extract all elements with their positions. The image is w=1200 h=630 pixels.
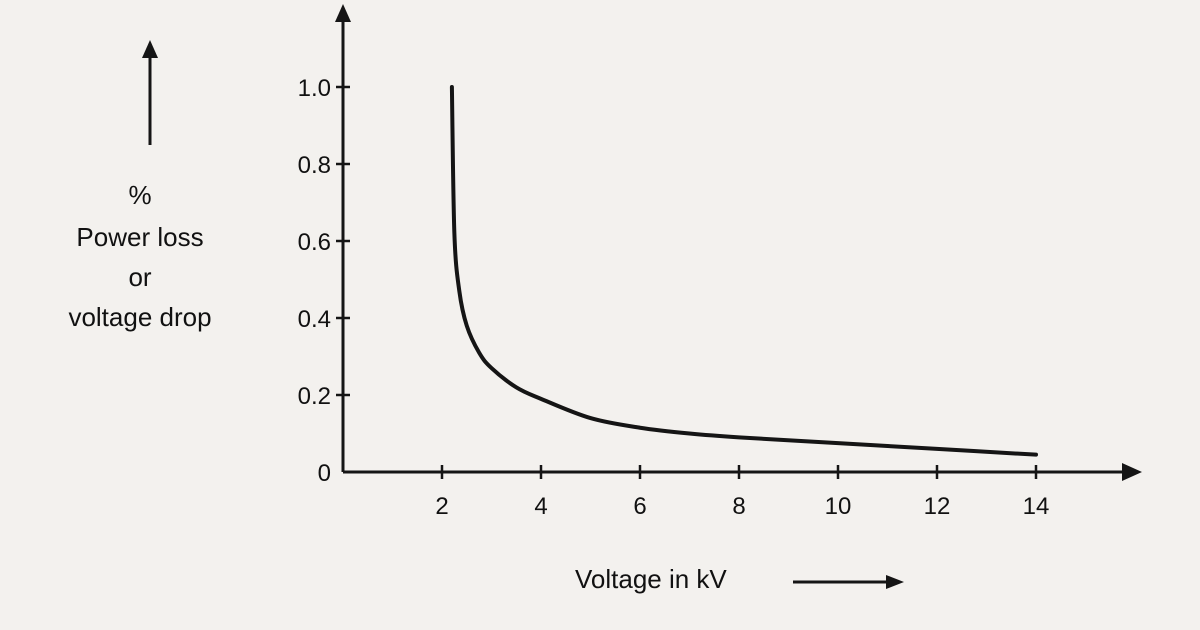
y-label-line-2: Power loss — [76, 222, 203, 252]
plot-series — [449, 85, 1038, 457]
y-tick-label: 0 — [318, 460, 331, 487]
y-label-line-1: % — [128, 180, 151, 210]
series-line — [449, 85, 1038, 457]
x-axis-label: Voltage in kV — [575, 564, 904, 594]
y-label-line-3: or — [128, 262, 151, 292]
x-label-arrow-head — [886, 575, 904, 589]
y-ticks: 0 0.2 0.4 0.6 0.8 1.0 — [298, 75, 350, 487]
x-tick-label: 12 — [924, 493, 951, 520]
x-tick-label: 6 — [633, 493, 646, 520]
y-tick-label: 0.2 — [298, 383, 331, 410]
y-tick-label: 0.4 — [298, 306, 331, 333]
x-label-text: Voltage in kV — [575, 564, 727, 594]
x-tick-label: 8 — [732, 493, 745, 520]
axes — [335, 4, 1142, 481]
x-tick-label: 10 — [825, 493, 852, 520]
y-label-arrow-head — [142, 40, 158, 58]
y-axis-label: % Power loss or voltage drop — [68, 40, 212, 332]
x-tick-label: 2 — [435, 493, 448, 520]
y-tick-label: 1.0 — [298, 75, 331, 102]
y-label-line-4: voltage drop — [68, 302, 211, 332]
y-tick-label: 0.6 — [298, 229, 331, 256]
y-tick-label: 0.8 — [298, 152, 331, 179]
x-tick-label: 4 — [534, 493, 547, 520]
y-axis-arrow-icon — [335, 4, 351, 22]
x-axis-arrow-icon — [1122, 463, 1142, 481]
x-tick-label: 14 — [1023, 493, 1050, 520]
x-ticks: 2 4 6 8 10 12 14 — [435, 465, 1049, 520]
